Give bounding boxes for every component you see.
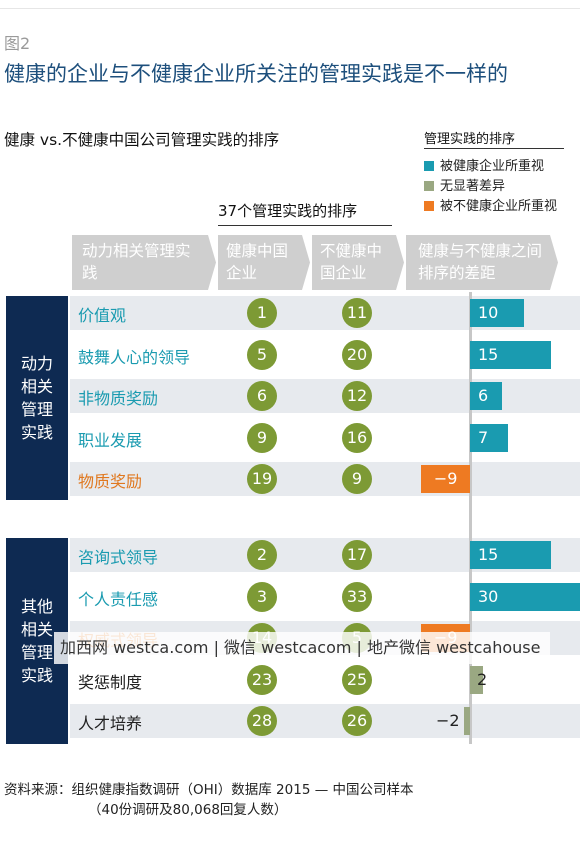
healthy-rank-circle: 2 (247, 540, 277, 570)
chart-subtitle: 健康 vs.不健康中国公司管理实践的排序 (4, 131, 280, 149)
table-row: 物质奖励 19 9 (70, 462, 580, 496)
figure-label: 图2 (4, 34, 31, 53)
legend-title: 管理实践的排序 (424, 132, 516, 147)
difference-bar: 2 (470, 666, 487, 694)
legend-item-healthy: 被健康企业所重视 (424, 155, 544, 174)
table-row: 职业发展 9 16 (70, 421, 580, 455)
difference-bar: −9 (421, 465, 470, 493)
unhealthy-rank-circle: 17 (342, 540, 372, 570)
source-line-1: 资料来源：组织健康指数调研（OHI）数据库 2015 — 中国公司样本 (4, 782, 414, 798)
practice-label: 咨询式领导 (78, 548, 159, 567)
healthy-rank-circle: 19 (247, 464, 277, 494)
column-header-difference: 健康与不健康之间排序的差距 (406, 235, 558, 290)
table-row: 人才培养 28 26 (70, 704, 580, 738)
column-header-unhealthy: 不健康中国企业 (312, 235, 404, 290)
legend-swatch (424, 201, 434, 211)
unhealthy-rank-circle: 25 (342, 665, 372, 695)
practice-label: 个人责任感 (78, 590, 159, 609)
legend-swatch (424, 181, 434, 191)
unhealthy-rank-circle: 11 (342, 298, 372, 328)
practice-label: 非物质奖励 (78, 389, 159, 408)
healthy-rank-circle: 1 (247, 298, 277, 328)
column-header-practice: 动力相关管理实践 (72, 235, 216, 290)
healthy-rank-circle: 5 (247, 340, 277, 370)
healthy-rank-circle: 3 (247, 582, 277, 612)
top-divider (0, 8, 580, 9)
practice-label: 物质奖励 (78, 472, 143, 491)
difference-bar: 15 (470, 341, 551, 369)
unhealthy-rank-circle: 12 (342, 381, 372, 411)
zero-axis (469, 292, 472, 744)
section-label-motivation: 动力相关管理实践 (6, 296, 68, 500)
table-row: 鼓舞人心的领导 5 20 (70, 338, 580, 372)
unhealthy-rank-circle: 20 (342, 340, 372, 370)
practice-label: 人才培养 (78, 714, 143, 733)
legend-item-unhealthy: 被不健康企业所重视 (424, 195, 557, 214)
source-line-2: （40份调研及80,068回复人数） (88, 802, 288, 818)
unhealthy-rank-circle: 26 (342, 706, 372, 736)
rank-header-divider (218, 225, 392, 226)
page-title: 健康的企业与不健康企业所关注的管理实践是不一样的 (4, 62, 508, 86)
difference-bar: 7 (470, 424, 508, 452)
unhealthy-rank-circle: 9 (342, 464, 372, 494)
difference-bar: 30 (470, 583, 580, 611)
unhealthy-rank-circle: 16 (342, 423, 372, 453)
difference-bar: 6 (470, 382, 503, 410)
practice-label: 奖惩制度 (78, 673, 143, 692)
legend-item-no-difference: 无显著差异 (424, 175, 505, 194)
rank-header: 37个管理实践的排序 (218, 202, 358, 220)
watermark: 加西网 westca.com | 微信 westcacom | 地产微信 wes… (54, 632, 550, 664)
practice-label: 鼓舞人心的领导 (78, 348, 191, 367)
unhealthy-rank-circle: 33 (342, 582, 372, 612)
legend-divider (424, 148, 564, 149)
table-row: 奖惩制度 23 25 (70, 663, 580, 697)
legend-swatch (424, 161, 434, 171)
healthy-rank-circle: 6 (247, 381, 277, 411)
table-row: 非物质奖励 6 12 (70, 379, 580, 413)
table-row: 个人责任感 3 33 (70, 580, 580, 614)
practice-label: 职业发展 (78, 431, 143, 450)
healthy-rank-circle: 28 (247, 706, 277, 736)
healthy-rank-circle: 23 (247, 665, 277, 695)
difference-bar: 10 (470, 299, 524, 327)
healthy-rank-circle: 9 (247, 423, 277, 453)
difference-bar: 15 (470, 541, 551, 569)
column-header-healthy: 健康中国企业 (218, 235, 310, 290)
practice-label: 价值观 (78, 306, 127, 325)
difference-bar: −2 (436, 707, 470, 735)
